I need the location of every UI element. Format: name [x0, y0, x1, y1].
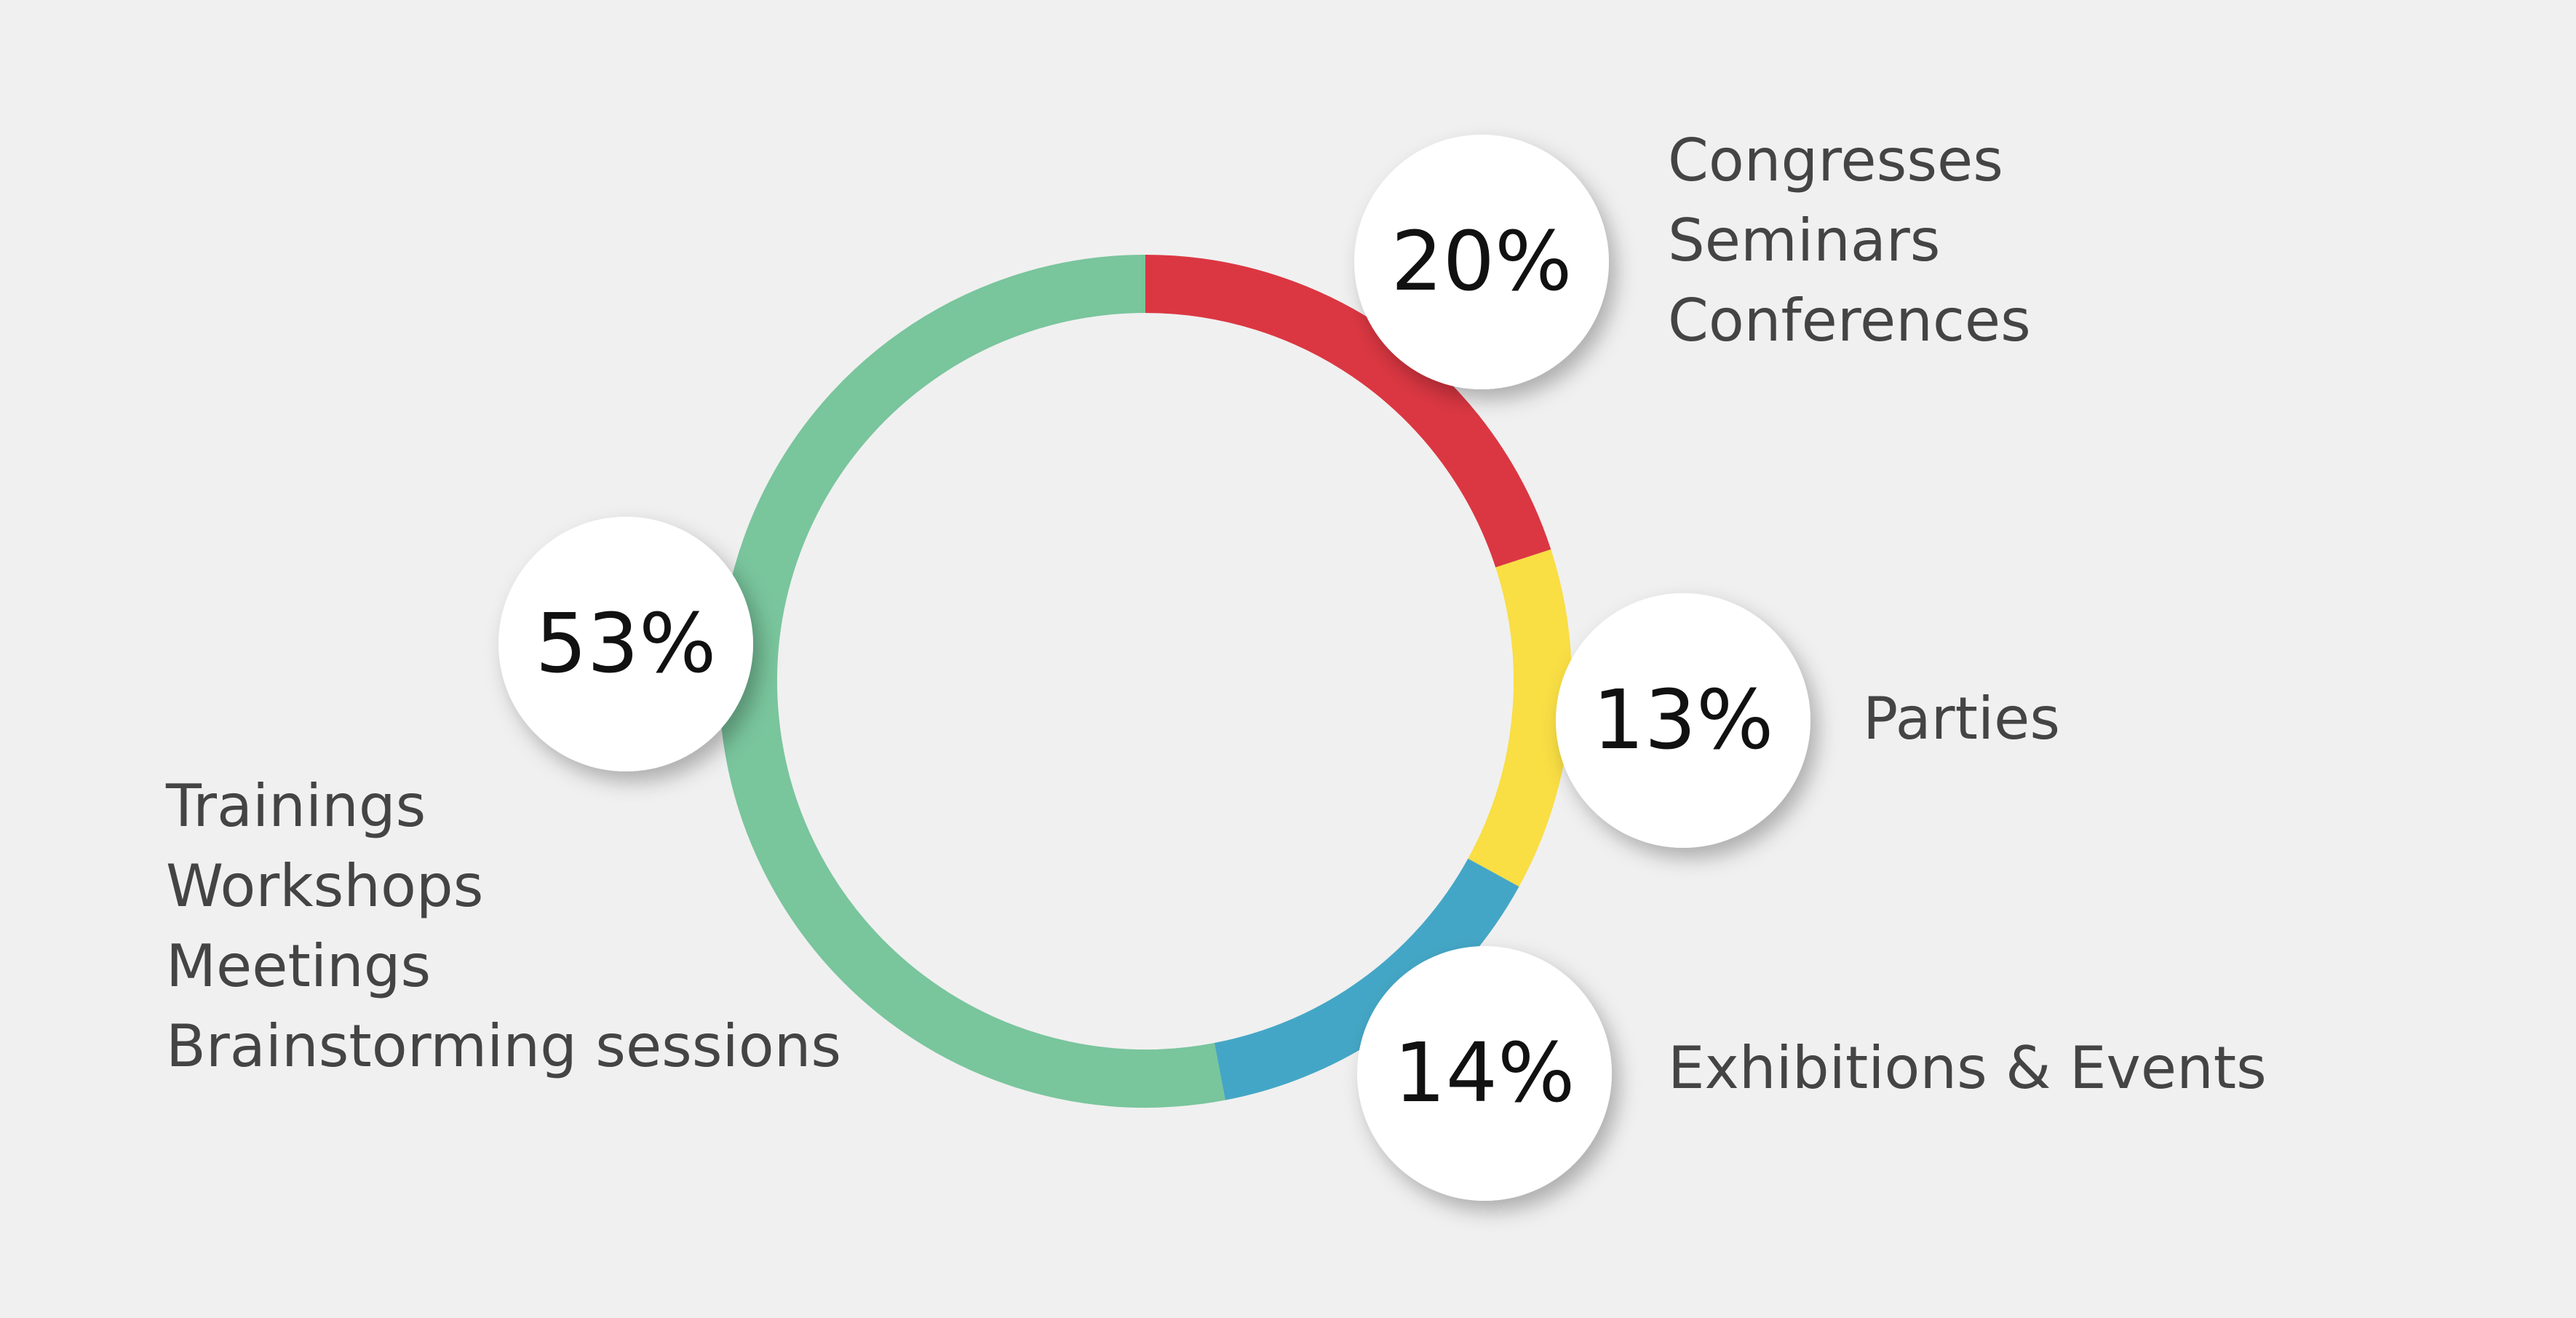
value-bubble: 13% [1556, 593, 1810, 848]
donut-slice [1145, 255, 1551, 568]
category-label: Conferences [1668, 287, 2031, 354]
value-label: 53% [536, 597, 717, 691]
value-bubble: 20% [1354, 135, 1609, 389]
category-label: Brainstorming sessions [166, 1012, 841, 1080]
category-label: Workshops [166, 852, 483, 920]
category-label: Congresses [1668, 127, 2003, 194]
slices-group [719, 255, 1572, 1108]
value-bubble-circle [1354, 135, 1609, 389]
bubbles-group: 20% 13% 14% 53% [498, 135, 1810, 1201]
value-label: 13% [1593, 673, 1774, 768]
category-label: Exhibitions & Events [1668, 1034, 2267, 1102]
value-label: 20% [1391, 215, 1573, 309]
category-label: Seminars [1668, 207, 1940, 274]
value-bubble: 53% [498, 517, 753, 771]
value-bubble-circle [1357, 946, 1612, 1201]
category-label: Meetings [166, 932, 431, 1000]
category-labels-group: Congresses Seminars Conferences Parties Exhi… [165, 127, 2267, 1102]
donut-slice [1468, 549, 1572, 887]
value-label: 14% [1394, 1026, 1575, 1121]
category-label: Parties [1863, 685, 2060, 753]
value-bubble-circle [1556, 593, 1810, 848]
value-bubble-circle [498, 517, 753, 771]
donut-slice [719, 255, 1225, 1108]
value-bubble: 14% [1357, 946, 1612, 1201]
category-label: Trainings [165, 772, 426, 840]
